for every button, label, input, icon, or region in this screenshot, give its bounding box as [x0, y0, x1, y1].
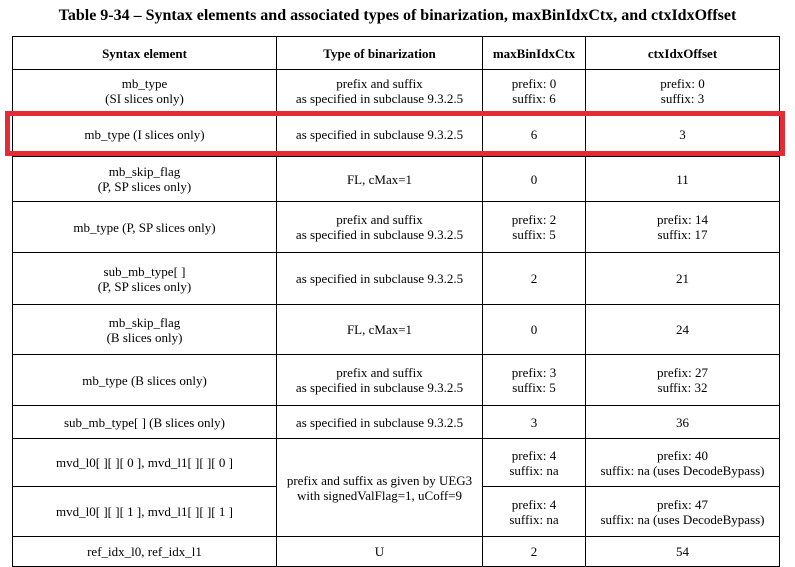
cell-maxbinidxctx: 3 [482, 405, 586, 439]
cell-maxbinidxctx: 2 [482, 536, 586, 567]
table-row: mvd_l0[ ][ ][ 0 ], mvd_l1[ ][ ][ 0 ] pre… [12, 438, 780, 537]
cell-ctxidxoffset: prefix: 27 suffix: 32 [585, 354, 780, 406]
table-row: mb_type (I slices only) as specified in … [12, 111, 780, 157]
cell-syntax-element: mb_skip_flag (B slices only) [12, 304, 277, 355]
header-syntax-element: Syntax element [12, 36, 277, 70]
header-maxbinidxctx: maxBinIdxCtx [482, 36, 586, 70]
cell-binarization: prefix and suffix as specified in subclau… [276, 354, 483, 406]
table-row: mb_type (P, SP slices only) prefix and s… [12, 201, 780, 253]
cell-binarization: FL, cMax=1 [276, 156, 483, 202]
cell-maxbinidxctx: prefix: 4 suffix: na [482, 486, 586, 537]
cell-maxbinidxctx: prefix: 0 suffix: 6 [482, 69, 586, 112]
table-row: mb_skip_flag (P, SP slices only) FL, cMax… [12, 156, 780, 202]
cell-syntax-element: mvd_l0[ ][ ][ 1 ], mvd_l1[ ][ ][ 1 ] [12, 486, 277, 537]
cell-maxbinidxctx: prefix: 4 suffix: na [482, 438, 586, 487]
header-type-of-binarization: Type of binarization [276, 36, 483, 70]
cell-ctxidxoffset: 36 [585, 405, 780, 439]
cell-syntax-element: mb_skip_flag (P, SP slices only) [12, 156, 277, 202]
binarization-table: Syntax element Type of binarization maxB… [12, 36, 780, 567]
cell-ctxidxoffset: prefix: 14 suffix: 17 [585, 201, 780, 253]
cell-maxbinidxctx: 6 [482, 111, 586, 157]
cell-binarization: U [276, 536, 483, 567]
cell-binarization: as specified in subclause 9.3.2.5 [276, 111, 483, 157]
cell-ctxidxoffset: 11 [585, 156, 780, 202]
cell-syntax-element: mvd_l0[ ][ ][ 0 ], mvd_l1[ ][ ][ 0 ] [12, 438, 277, 487]
cell-binarization: as specified in subclause 9.3.2.5 [276, 405, 483, 439]
cell-binarization: prefix and suffix as specified in subclau… [276, 69, 483, 112]
cell-syntax-element: sub_mb_type[ ] (P, SP slices only) [12, 252, 277, 305]
cell-maxbinidxctx: prefix: 2 suffix: 5 [482, 201, 586, 253]
cell-binarization: FL, cMax=1 [276, 304, 483, 355]
cell-syntax-element: mb_type (I slices only) [12, 111, 277, 157]
table-row: mb_type (B slices only) prefix and suffi… [12, 354, 780, 406]
table-row: mvd_l0[ ][ ][ 1 ], mvd_l1[ ][ ][ 1 ] pre… [12, 486, 780, 537]
cell-ctxidxoffset: 21 [585, 252, 780, 305]
table-row: mb_type (SI slices only) prefix and suffi… [12, 69, 780, 112]
cell-binarization: as specified in subclause 9.3.2.5 [276, 252, 483, 305]
cell-binarization: prefix and suffix as specified in subclau… [276, 201, 483, 253]
cell-ctxidxoffset: prefix: 40 suffix: na (uses DecodeBypass) [585, 438, 780, 487]
cell-maxbinidxctx: 2 [482, 252, 586, 305]
table-title: Table 9-34 – Syntax elements and associa… [58, 7, 737, 24]
cell-binarization: prefix and suffix as given by UEG3 with s… [276, 438, 483, 537]
cell-syntax-element: sub_mb_type[ ] (B slices only) [12, 405, 277, 439]
header-ctxidxoffset: ctxIdxOffset [585, 36, 780, 70]
cell-maxbinidxctx: 0 [482, 304, 586, 355]
cell-maxbinidxctx: 0 [482, 156, 586, 202]
cell-syntax-element: mb_type (B slices only) [12, 354, 277, 406]
table-row: mb_skip_flag (B slices only) FL, cMax=1 0… [12, 304, 780, 355]
cell-maxbinidxctx: prefix: 3 suffix: 5 [482, 354, 586, 406]
cell-syntax-element: mb_type (SI slices only) [12, 69, 277, 112]
cell-ctxidxoffset: prefix: 47 suffix: na (uses DecodeBypass) [585, 486, 780, 537]
table-row: sub_mb_type[ ] (B slices only) as specif… [12, 405, 780, 439]
cell-ctxidxoffset: 54 [585, 536, 780, 567]
table-row: sub_mb_type[ ] (P, SP slices only) as spe… [12, 252, 780, 305]
cell-syntax-element: ref_idx_l0, ref_idx_l1 [12, 536, 277, 567]
cell-ctxidxoffset: 24 [585, 304, 780, 355]
table-row: ref_idx_l0, ref_idx_l1 U 2 54 [12, 536, 780, 567]
cell-ctxidxoffset: 3 [585, 111, 780, 157]
cell-syntax-element: mb_type (P, SP slices only) [12, 201, 277, 253]
header-row: Syntax element Type of binarization maxB… [12, 36, 780, 70]
cell-ctxidxoffset: prefix: 0 suffix: 3 [585, 69, 780, 112]
